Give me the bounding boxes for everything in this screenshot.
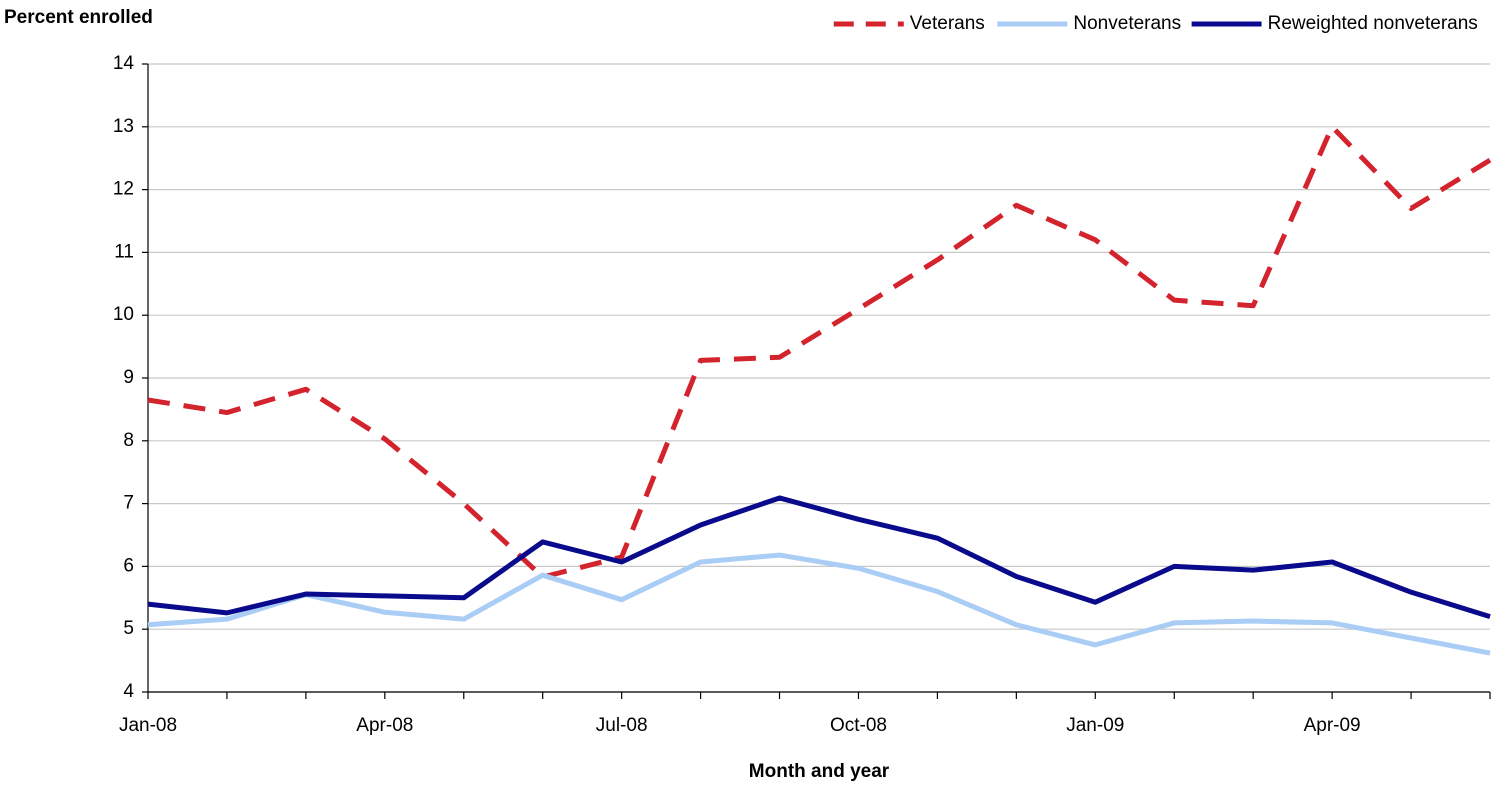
y-axis-title: Percent enrolled	[4, 7, 153, 28]
x-tick-label: Oct-08	[830, 715, 887, 736]
legend-label: Nonveterans	[1073, 13, 1181, 34]
y-tick-label: 9	[123, 367, 134, 388]
series-line	[147, 495, 1491, 620]
x-tick-label: Jan-09	[1066, 715, 1124, 736]
series-line	[147, 552, 1491, 656]
y-tick-label: 11	[114, 241, 134, 262]
series-line	[147, 124, 1492, 580]
x-tick-label: Apr-09	[1304, 715, 1361, 736]
y-tick-label: 6	[123, 555, 134, 576]
x-tick-label: Jan-08	[119, 715, 177, 736]
y-tick-label: 10	[113, 304, 134, 325]
y-tick-label: 14	[113, 53, 135, 74]
y-tick-label: 4	[123, 681, 134, 702]
legend-label: Veterans	[910, 13, 985, 34]
x-axis-title: Month and year	[749, 761, 890, 782]
y-tick-label: 13	[113, 116, 134, 137]
y-tick-label: 12	[113, 179, 134, 200]
y-tick-label: 5	[123, 618, 134, 639]
legend-label: Reweighted nonveterans	[1268, 13, 1478, 34]
y-tick-label: 8	[123, 430, 134, 451]
x-tick-label: Apr-08	[356, 715, 413, 736]
x-tick-label: Jul-08	[596, 715, 648, 736]
y-tick-label: 7	[123, 493, 134, 514]
